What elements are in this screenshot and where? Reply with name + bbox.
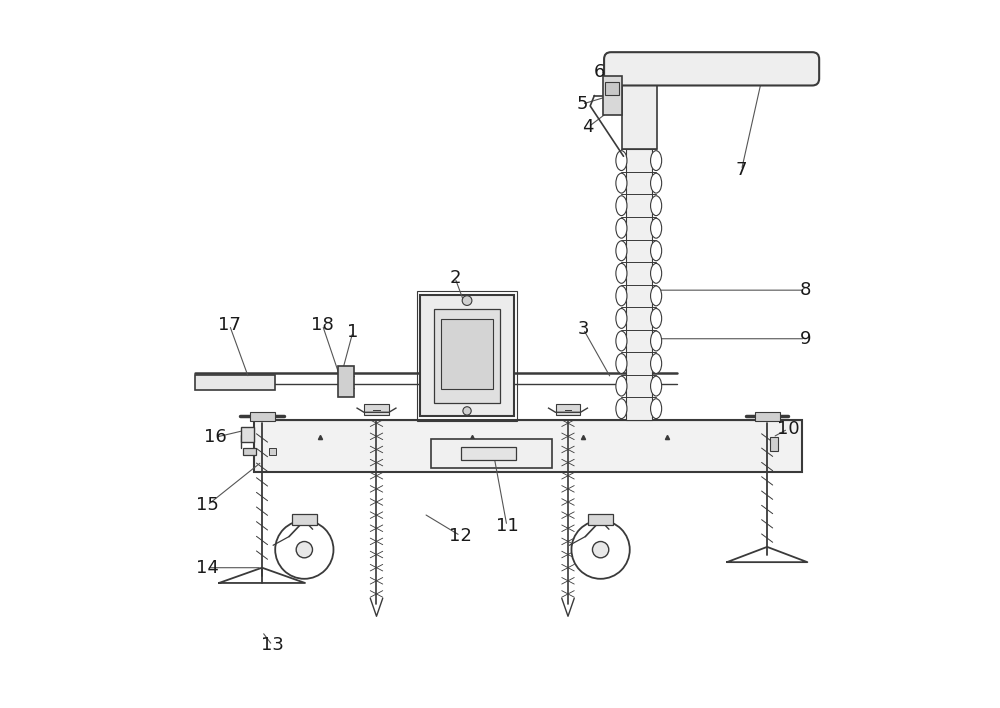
Text: 16: 16 [204,428,227,446]
Ellipse shape [651,263,662,283]
Ellipse shape [651,241,662,261]
Ellipse shape [651,173,662,193]
Ellipse shape [651,196,662,216]
Bar [441,319,493,389]
Bar [254,420,802,472]
Bar [434,309,500,403]
Circle shape [571,520,630,579]
Text: 9: 9 [800,330,811,348]
Ellipse shape [651,331,662,351]
Text: 7: 7 [736,161,747,179]
Text: 5: 5 [576,95,588,113]
Ellipse shape [651,309,662,329]
Ellipse shape [616,399,627,418]
FancyBboxPatch shape [604,52,819,86]
Bar [556,404,580,415]
Ellipse shape [651,399,662,418]
Circle shape [462,296,472,305]
Bar [461,447,516,459]
Text: 13: 13 [261,636,284,654]
Text: 18: 18 [311,316,334,334]
Text: 15: 15 [196,496,219,514]
Ellipse shape [651,286,662,306]
Text: 4: 4 [582,118,594,136]
Bar [338,367,354,397]
Text: 11: 11 [496,517,518,535]
Bar [626,149,652,420]
Ellipse shape [616,218,627,238]
Bar [292,513,317,525]
Bar [431,440,552,469]
Text: 10: 10 [777,420,799,438]
Ellipse shape [616,196,627,216]
Circle shape [463,406,471,415]
Ellipse shape [616,331,627,351]
Ellipse shape [616,151,627,171]
Text: 6: 6 [594,63,606,81]
Bar [588,513,613,525]
Text: 2: 2 [449,268,461,287]
Text: 8: 8 [800,281,811,299]
Ellipse shape [651,218,662,238]
Bar [417,291,517,421]
Circle shape [592,542,609,558]
Ellipse shape [616,376,627,396]
Bar [250,412,275,421]
Circle shape [296,542,312,558]
Ellipse shape [651,376,662,396]
Ellipse shape [616,309,627,329]
Ellipse shape [651,151,662,171]
Text: 14: 14 [196,559,219,577]
Text: 3: 3 [578,320,589,338]
Ellipse shape [651,353,662,373]
Ellipse shape [616,286,627,306]
Bar [269,447,276,455]
Bar [770,438,778,451]
Ellipse shape [616,173,627,193]
Ellipse shape [616,241,627,261]
Bar [241,427,254,442]
Bar [195,375,275,390]
Bar [243,447,256,455]
Bar [603,76,622,115]
Bar [364,404,389,415]
Circle shape [275,520,333,579]
Bar [420,295,514,416]
Text: 12: 12 [449,527,472,544]
Ellipse shape [616,263,627,283]
Text: 1: 1 [347,323,359,341]
Bar [755,412,780,421]
Bar [622,59,657,149]
Bar [605,82,619,94]
Ellipse shape [616,353,627,373]
Text: 17: 17 [218,316,241,334]
